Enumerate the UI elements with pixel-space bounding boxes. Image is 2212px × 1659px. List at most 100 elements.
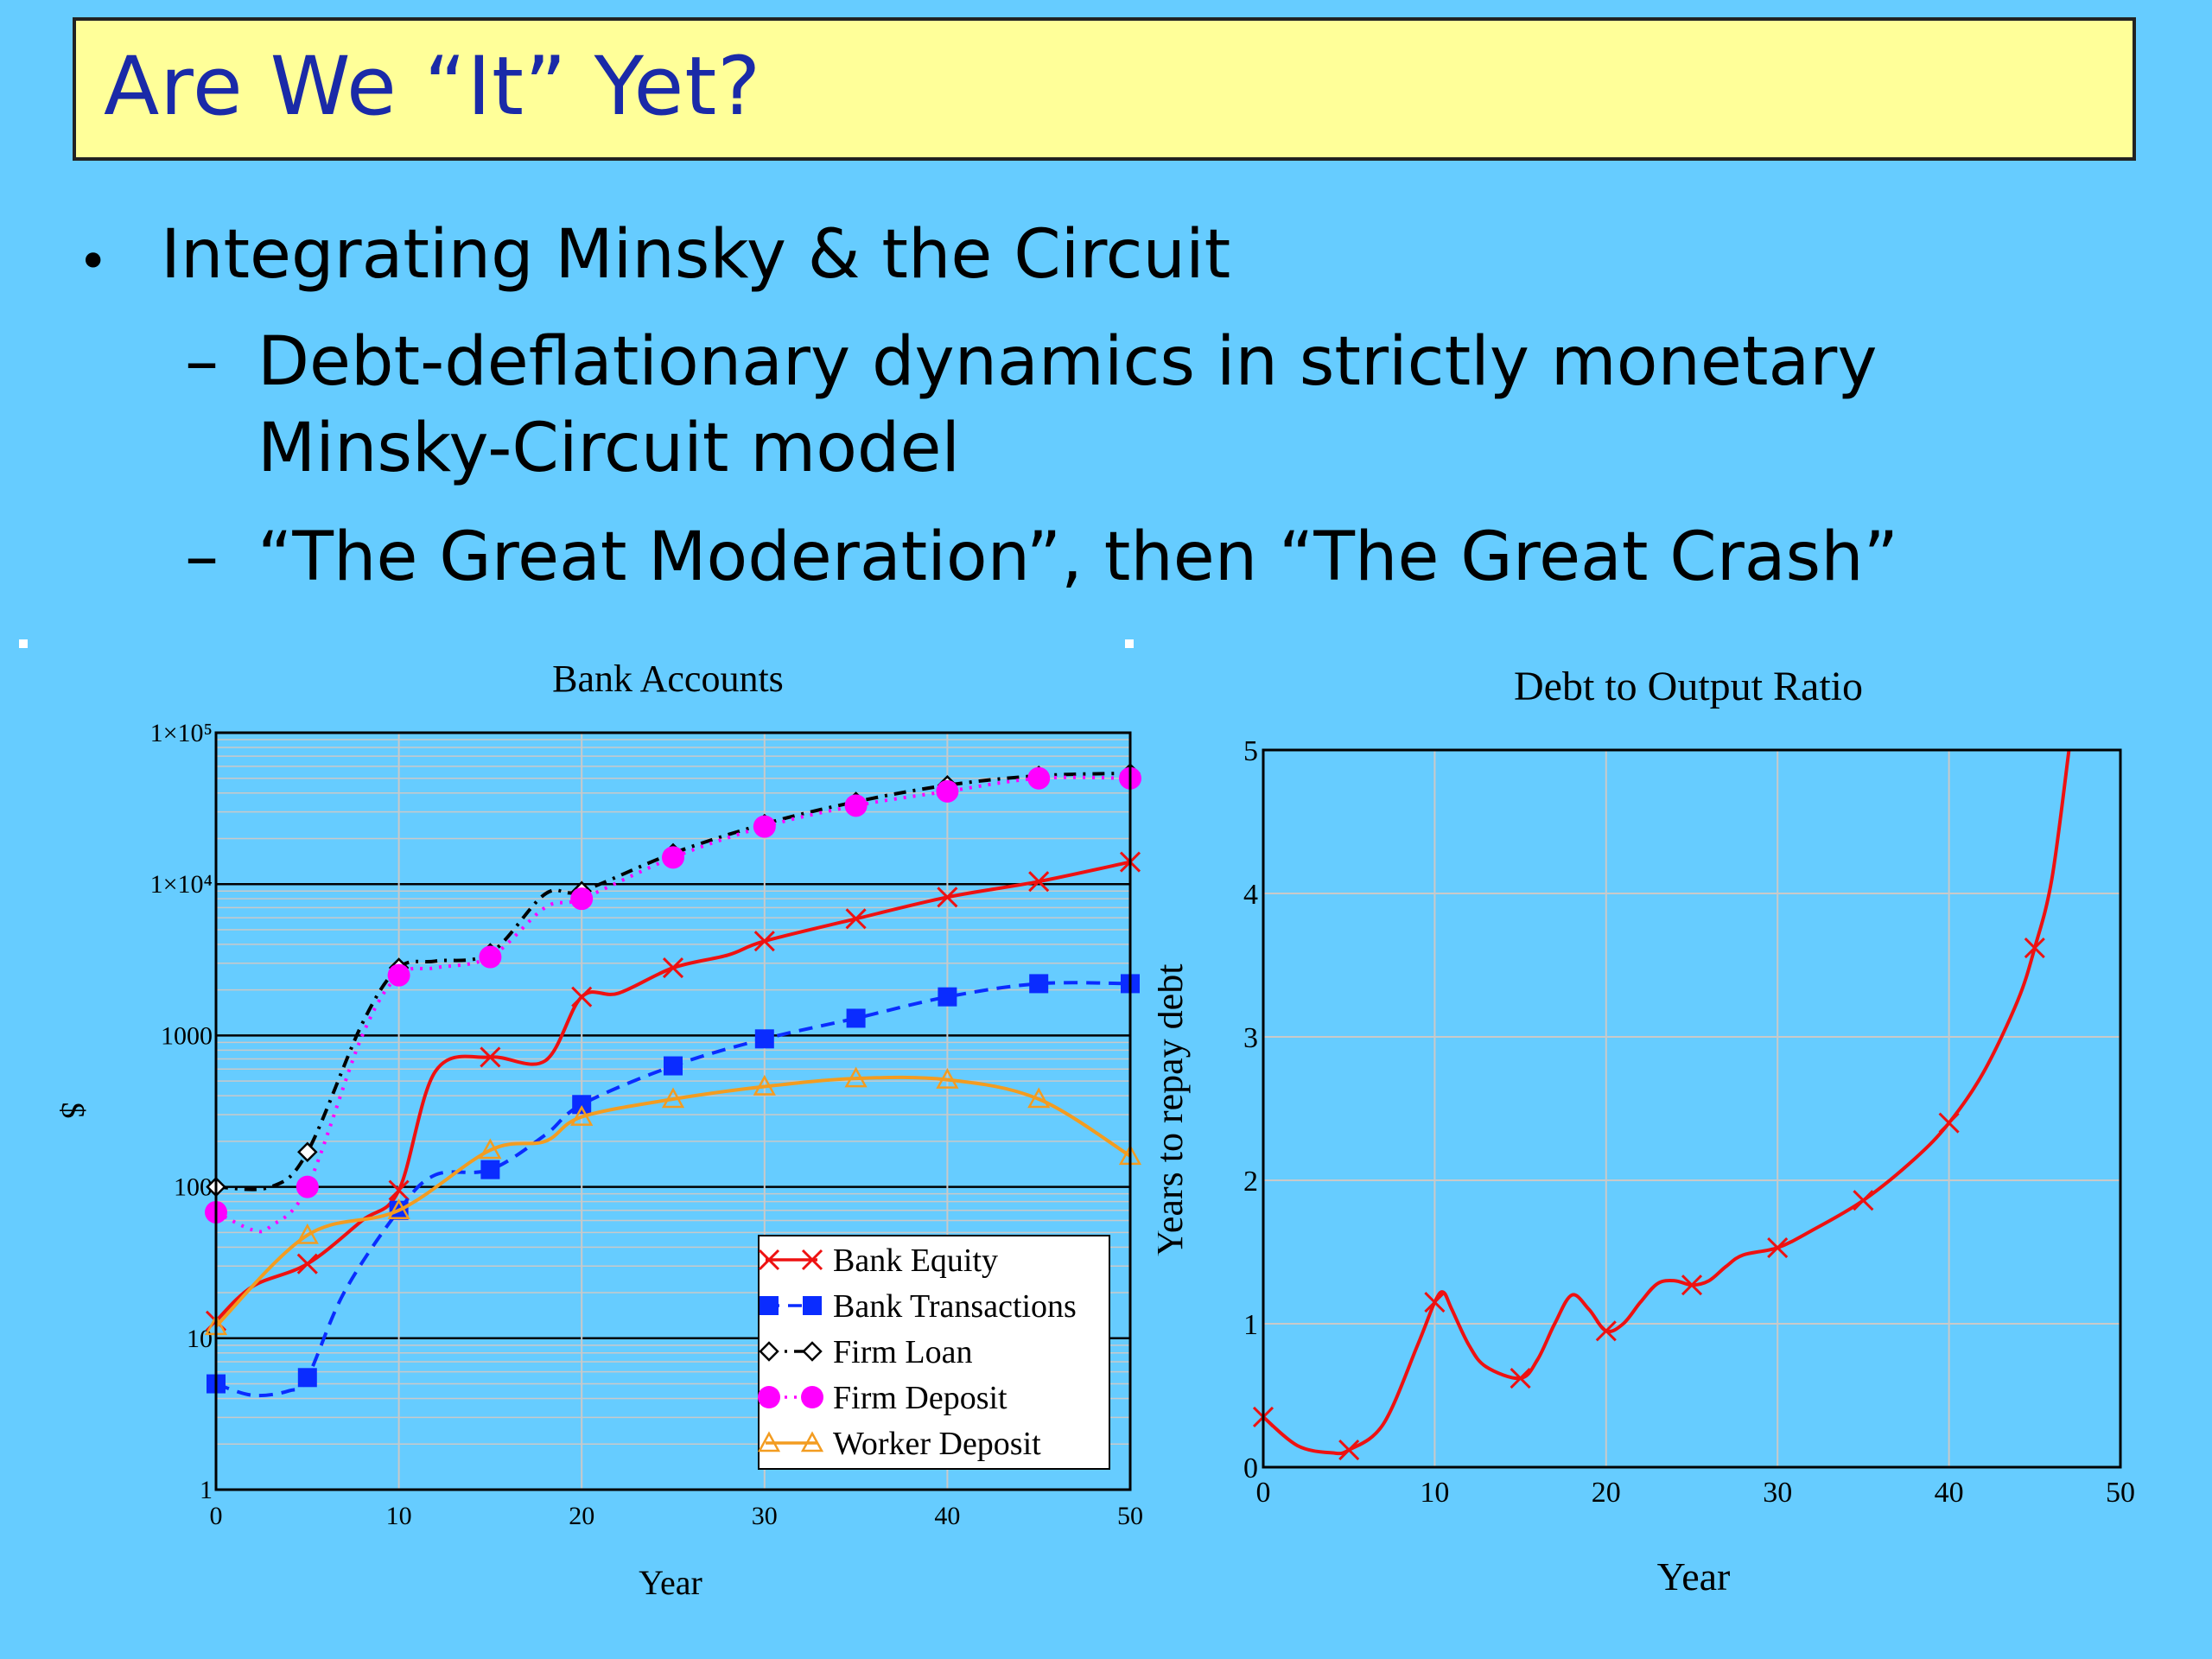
data-point: [662, 846, 684, 869]
x-tick-label: 10: [386, 1502, 412, 1530]
data-point: [845, 908, 867, 930]
legend: Bank Equity Bank Transactions Firm Loan Fir…: [757, 1235, 1110, 1470]
data-point: [1027, 1087, 1051, 1109]
y-tick-label: 1: [1243, 1309, 1258, 1341]
grid: [1263, 750, 2120, 1467]
slide-title: Are We “It” Yet?: [104, 40, 762, 134]
x-axis-label: Year: [639, 1563, 702, 1602]
data-point: [480, 1046, 501, 1068]
y-axis-label: $: [54, 1103, 91, 1119]
data-point: [1938, 1112, 1960, 1134]
data-point: [753, 815, 776, 838]
y-tick-label: 2: [1243, 1166, 1258, 1198]
data-point: [2024, 938, 2045, 959]
series-lines: [1252, 749, 2071, 1461]
bullet-dash: –: [185, 323, 219, 401]
legend-marker: [801, 1386, 823, 1408]
x-tick-label: 50: [2106, 1477, 2135, 1509]
data-point: [480, 1160, 500, 1179]
y-tick-label: 1000: [161, 1021, 213, 1050]
tick-labels: 0 10 20 30 40 50 0 1 2 3 4 5: [1243, 735, 2135, 1509]
data-point: [571, 986, 593, 1007]
plot-frame: [214, 731, 1132, 1491]
y-tick-label: 1×10⁵: [150, 719, 213, 747]
bullet-level2-continuation: Minsky-Circuit model: [257, 410, 961, 487]
legend-marker: [803, 1296, 822, 1315]
y-tick-label: 1: [200, 1476, 213, 1504]
series-line: [215, 771, 1131, 1192]
data-point: [387, 963, 410, 987]
data-point: [661, 1087, 685, 1109]
grid: [216, 733, 1130, 1490]
data-point: [388, 1179, 410, 1201]
data-point: [296, 1175, 319, 1198]
legend-label: Firm Loan: [833, 1334, 972, 1370]
data-point: [1853, 1190, 1874, 1211]
data-point: [570, 1104, 594, 1126]
data-point: [572, 1095, 592, 1115]
selection-handle[interactable]: [19, 639, 28, 648]
data-point: [1595, 1320, 1617, 1342]
legend-marker: [800, 1431, 824, 1452]
legend-marker: [759, 1341, 779, 1362]
legend-label: Bank Equity: [833, 1243, 998, 1279]
series-lines: [204, 763, 1142, 1398]
data-point: [1424, 1292, 1446, 1313]
data-point: [936, 779, 959, 803]
data-point: [479, 945, 502, 969]
legend-label: Bank Transactions: [833, 1288, 1077, 1325]
data-point: [753, 1074, 776, 1096]
legend-marker: [757, 1431, 781, 1452]
x-tick-label: 30: [1763, 1477, 1792, 1509]
x-axis-label: Year: [1657, 1554, 1731, 1599]
data-point: [754, 1029, 774, 1049]
y-tick-label: 5: [1243, 735, 1258, 767]
x-tick-label: 10: [1420, 1477, 1449, 1509]
data-point: [753, 931, 775, 952]
data-point: [844, 1066, 868, 1088]
x-tick-label: 0: [1256, 1477, 1271, 1509]
data-point: [664, 1056, 683, 1076]
legend-marker: [758, 1249, 780, 1271]
chart-title: Bank Accounts: [552, 658, 784, 700]
debt-to-output-chart: Debt to Output Ratio Year Years to repay…: [1158, 664, 2135, 1599]
series-line: [214, 1075, 1132, 1328]
selection-handle[interactable]: [1125, 639, 1134, 648]
legend-marker: [760, 1296, 779, 1315]
data-point: [1767, 1236, 1789, 1259]
bank-accounts-chart: Bank Accounts Year $ 0 10 20 30 40 5011010010…: [54, 658, 1143, 1602]
bullet-dot: •: [78, 232, 109, 292]
legend-marker: [801, 1249, 823, 1271]
y-tick-label: 100: [174, 1173, 213, 1202]
data-point: [1681, 1274, 1703, 1296]
data-point: [297, 1141, 318, 1162]
legend-label: Worker Deposit: [833, 1426, 1041, 1462]
legend-marker: [758, 1386, 780, 1408]
x-tick-label: 0: [210, 1502, 223, 1530]
data-point: [387, 1198, 410, 1219]
y-tick-label: 1×10⁴: [150, 870, 213, 899]
x-tick-label: 40: [934, 1502, 960, 1530]
data-point: [296, 1253, 318, 1274]
x-tick-label: 50: [1117, 1502, 1143, 1530]
data-point: [297, 1368, 317, 1388]
data-point: [936, 1068, 959, 1089]
chart-title: Debt to Output Ratio: [1514, 664, 1863, 709]
data-point: [938, 987, 957, 1007]
x-tick-label: 20: [1592, 1477, 1621, 1509]
bullet-level2: Debt-deflationary dynamics in strictly m…: [257, 323, 1878, 401]
bullet-level1: Integrating Minsky & the Circuit: [161, 216, 1231, 294]
data-point: [846, 1008, 866, 1028]
data-point: [1510, 1368, 1531, 1389]
data-point: [570, 887, 594, 911]
y-tick-label: 0: [1243, 1452, 1258, 1484]
data-point: [937, 887, 958, 908]
x-tick-label: 40: [1935, 1477, 1964, 1509]
data-point: [296, 1223, 319, 1244]
legend-label: Firm Deposit: [833, 1380, 1007, 1416]
data-point: [1029, 974, 1049, 994]
x-tick-label: 30: [752, 1502, 778, 1530]
slide-title-box: Are We “It” Yet?: [73, 17, 2136, 161]
x-tick-label: 20: [569, 1502, 594, 1530]
